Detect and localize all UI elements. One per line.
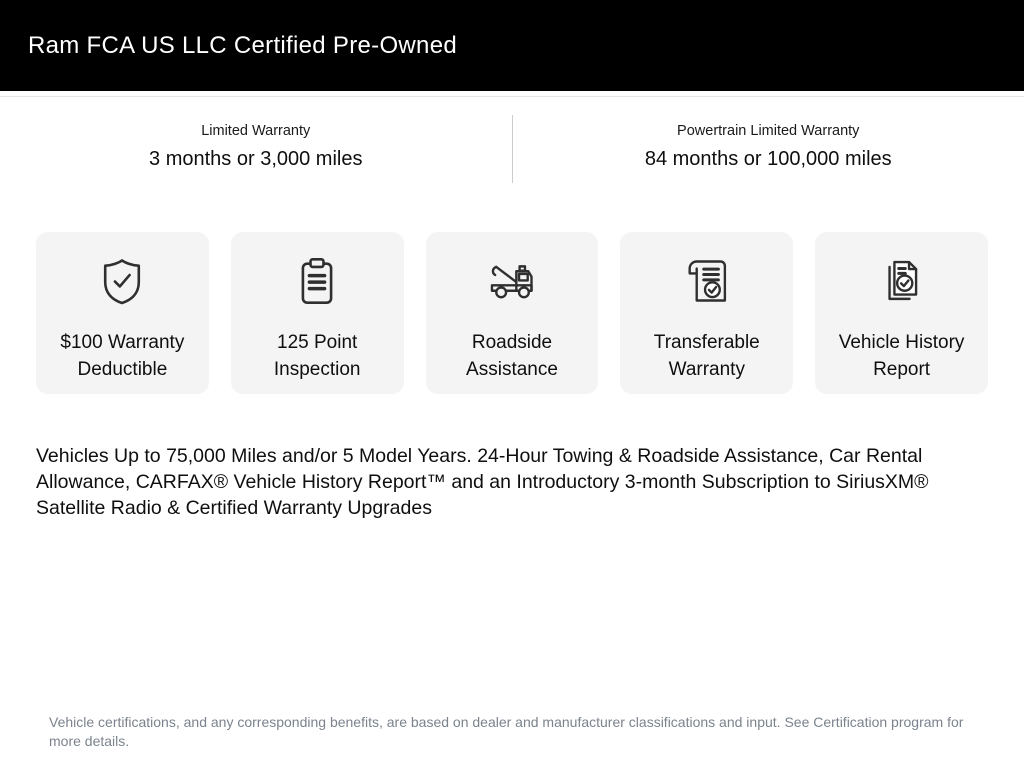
page-title: Ram FCA US LLC Certified Pre-Owned	[28, 31, 458, 59]
card-vehicle-history: Vehicle History Report	[815, 232, 988, 394]
limited-warranty-value: 3 months or 3,000 miles	[149, 148, 363, 170]
card-point-inspection: 125 Point Inspection	[230, 232, 404, 394]
powertrain-warranty-block: Powertrain Limited Warranty 84 months or…	[513, 113, 1024, 185]
benefits-description: Vehicles Up to 75,000 Miles and/or 5 Mod…	[36, 445, 929, 519]
vertical-divider	[511, 115, 513, 183]
card-roadside-assistance: Roadside Assistance	[425, 232, 599, 394]
clipboard-icon	[291, 255, 343, 307]
header-divider	[0, 96, 1024, 97]
powertrain-warranty-value: 84 months or 100,000 miles	[644, 148, 892, 170]
limited-warranty-label: Limited Warranty	[201, 123, 311, 139]
card-label: Vehicle History Report	[838, 332, 965, 380]
card-transferable-warranty: Transferable Warranty	[620, 232, 794, 394]
shield-check-icon	[96, 255, 148, 307]
scroll-check-icon	[681, 255, 733, 307]
card-label: Roadside Assistance	[466, 332, 558, 380]
powertrain-warranty-label: Powertrain Limited Warranty	[677, 123, 860, 139]
card-label: Transferable Warranty	[653, 332, 760, 380]
tow-truck-icon	[486, 255, 538, 307]
certification-disclaimer: Vehicle certifications, and any correspo…	[49, 714, 964, 749]
card-label: 125 Point Inspection	[273, 332, 361, 380]
page-header: Ram FCA US LLC Certified Pre-Owned	[0, 0, 1024, 91]
benefit-cards: $100 Warranty Deductible 125 Point Inspe…	[36, 232, 988, 394]
document-check-icon	[876, 255, 928, 307]
card-warranty-deductible: $100 Warranty Deductible	[36, 232, 209, 394]
warranty-summary: Limited Warranty 3 months or 3,000 miles…	[0, 113, 1024, 185]
limited-warranty-block: Limited Warranty 3 months or 3,000 miles	[0, 113, 512, 185]
card-label: $100 Warranty Deductible	[60, 332, 185, 380]
